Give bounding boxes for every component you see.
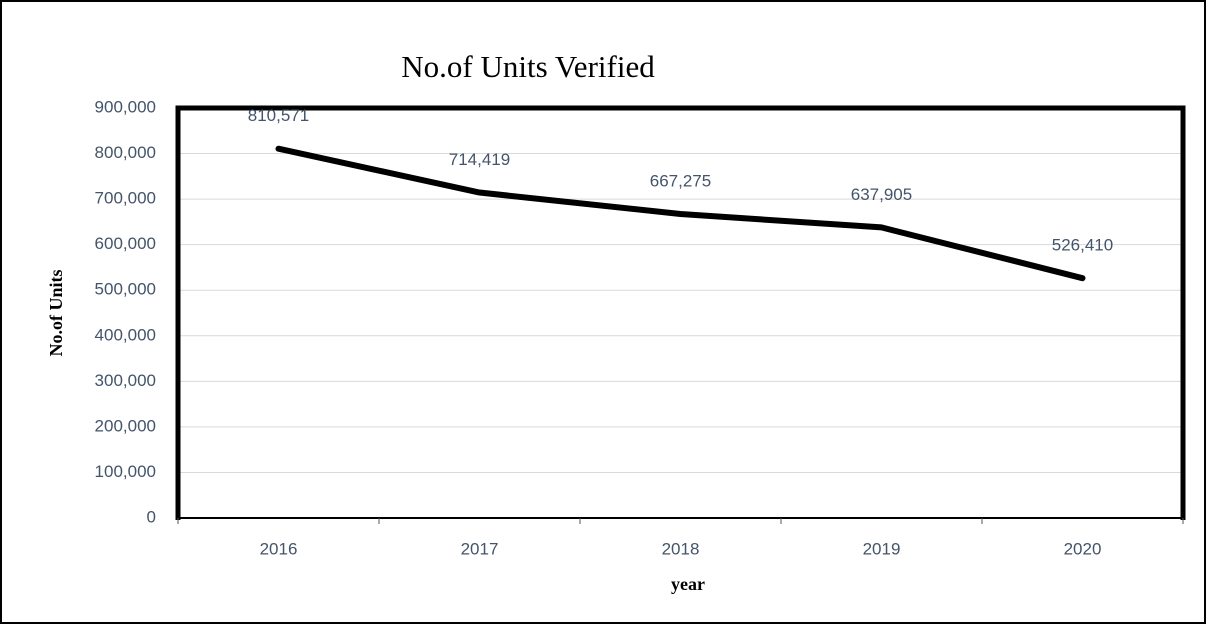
y-tick-label: 600,000 xyxy=(95,234,156,253)
chart-title: No.of Units Verified xyxy=(401,49,655,84)
x-axis-label: year xyxy=(671,574,705,594)
y-tick-label: 300,000 xyxy=(95,371,156,390)
y-tick-label: 700,000 xyxy=(95,189,156,208)
data-label: 637,905 xyxy=(851,185,912,204)
y-tick-label: 100,000 xyxy=(95,462,156,481)
y-tick-label: 0 xyxy=(147,507,156,526)
y-tick-label: 900,000 xyxy=(95,97,156,116)
data-label: 714,419 xyxy=(449,150,510,169)
data-label: 810,571 xyxy=(248,106,309,125)
y-tick-label: 400,000 xyxy=(95,325,156,344)
x-tick-label: 2018 xyxy=(662,539,700,558)
y-tick-label: 500,000 xyxy=(95,280,156,299)
x-tick-label: 2020 xyxy=(1064,539,1102,558)
x-tick-label: 2019 xyxy=(863,539,901,558)
y-tick-label: 200,000 xyxy=(95,416,156,435)
x-tick-label: 2017 xyxy=(461,539,499,558)
y-tick-label: 800,000 xyxy=(95,143,156,162)
y-axis-label: No.of Units xyxy=(46,269,66,356)
x-tick-label: 2016 xyxy=(260,539,298,558)
data-label: 526,410 xyxy=(1052,236,1113,255)
line xyxy=(275,145,1086,282)
data-label: 667,275 xyxy=(650,172,711,191)
